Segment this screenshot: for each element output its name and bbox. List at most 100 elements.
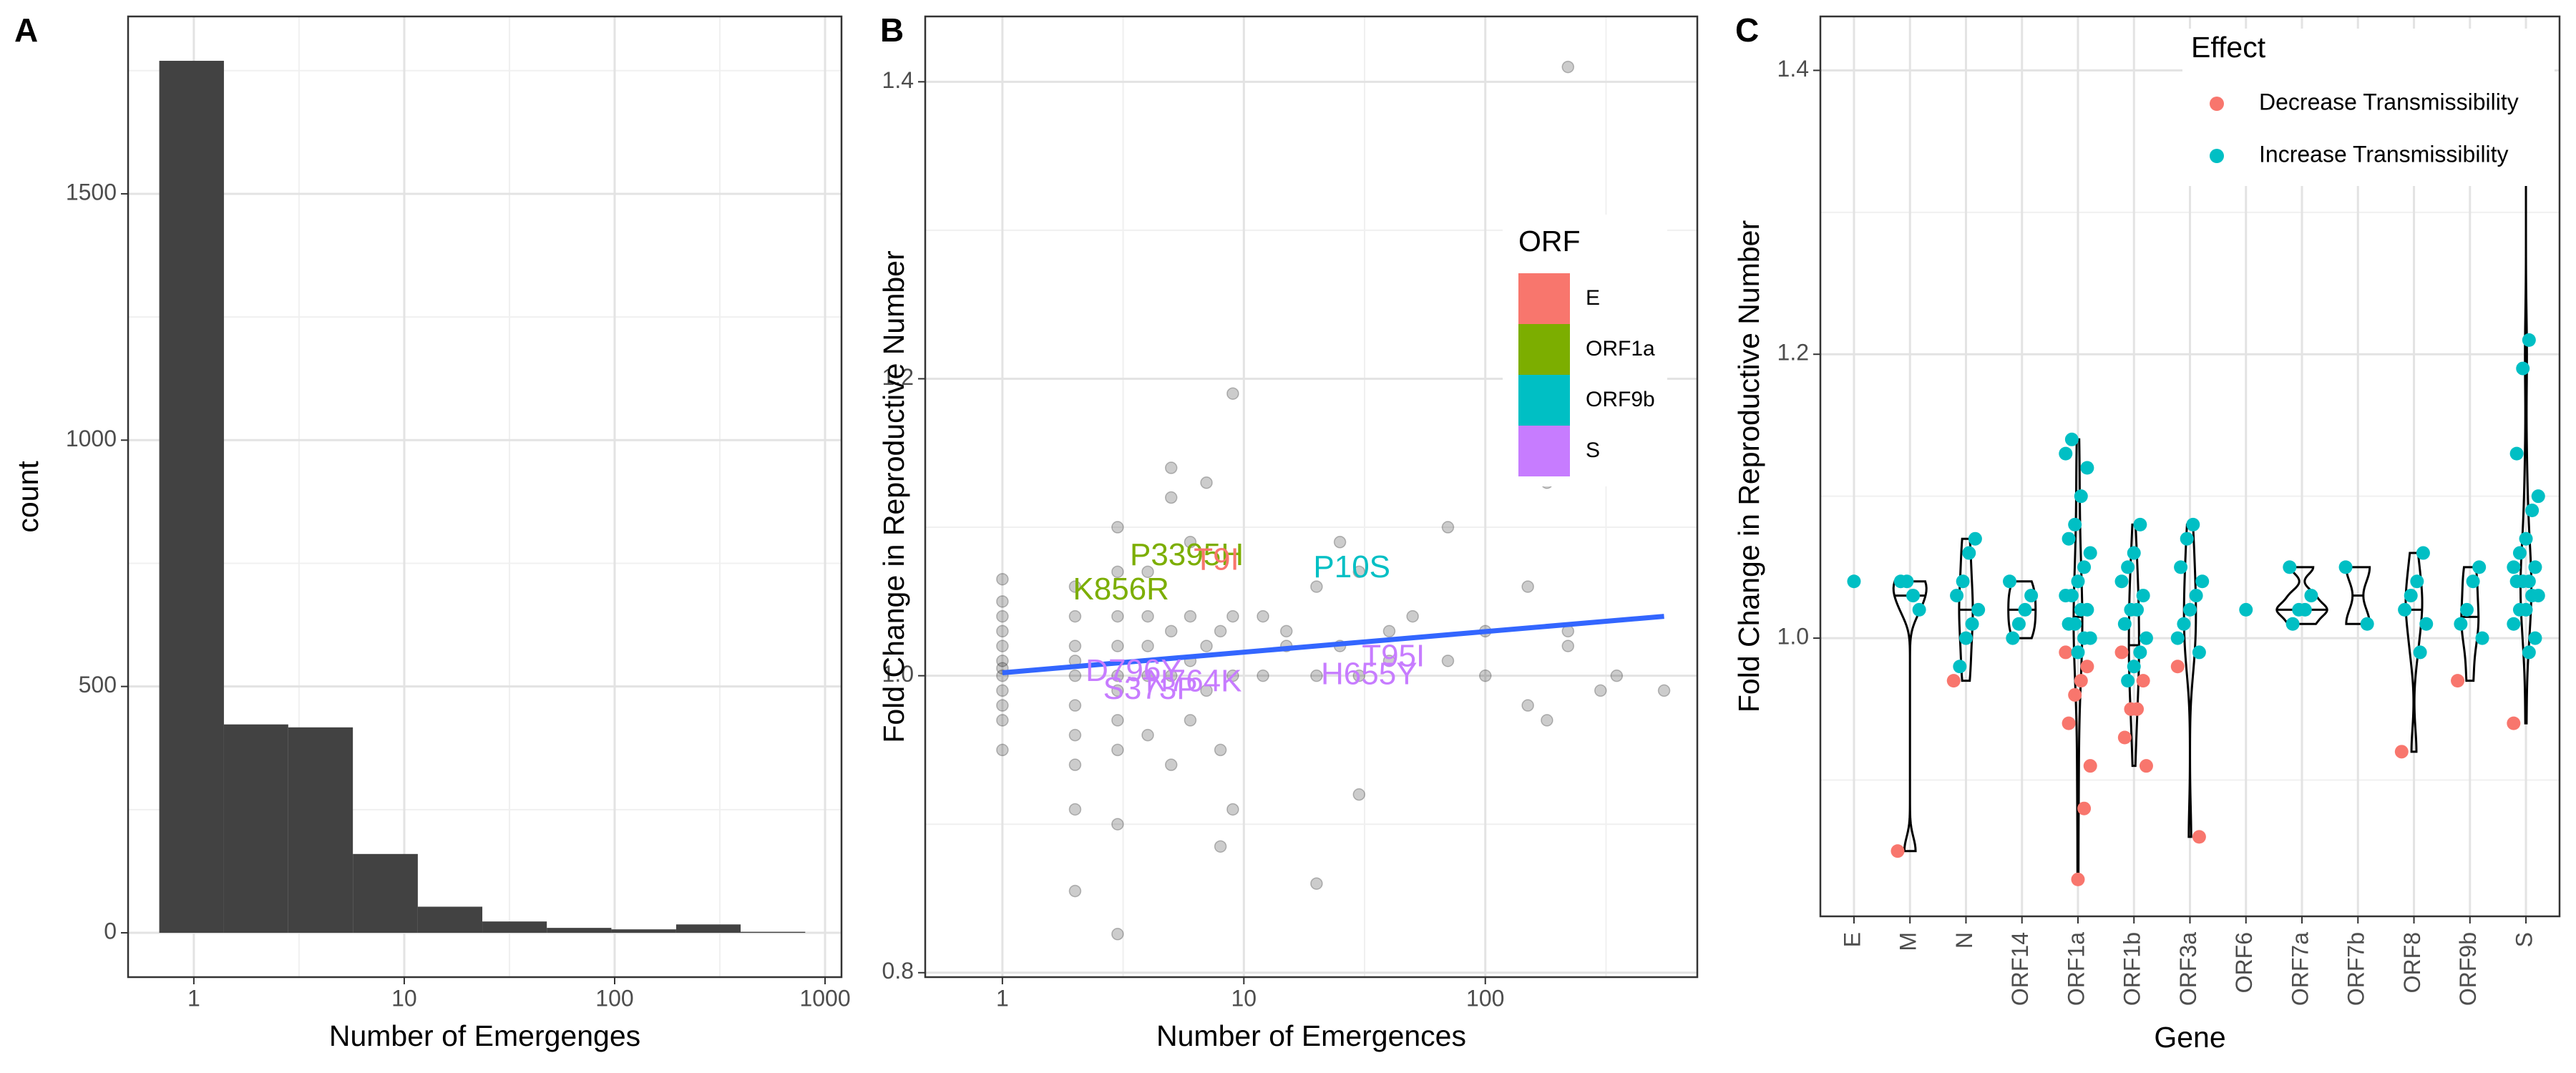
point bbox=[1310, 877, 1323, 890]
point bbox=[2459, 602, 2474, 617]
point bbox=[1111, 743, 1124, 757]
x-tick-label: ORF1a bbox=[2063, 932, 2089, 1006]
bar bbox=[675, 924, 741, 934]
point bbox=[1111, 521, 1124, 534]
point bbox=[1164, 624, 1178, 638]
point bbox=[996, 595, 1009, 608]
legend-title: Effect bbox=[2191, 31, 2266, 64]
legend-key bbox=[1518, 273, 1570, 324]
point bbox=[2080, 660, 2094, 674]
point bbox=[1561, 60, 1575, 74]
point bbox=[2466, 574, 2480, 589]
legend-key bbox=[1518, 426, 1570, 476]
point bbox=[996, 640, 1009, 652]
point bbox=[2059, 645, 2073, 660]
annotation: S373P bbox=[1103, 671, 1198, 706]
point bbox=[2074, 602, 2088, 617]
point bbox=[2071, 645, 2085, 660]
point bbox=[1184, 609, 1197, 623]
point bbox=[2192, 830, 2206, 844]
legend-label: Increase Transmissibility bbox=[2259, 141, 2509, 167]
y-axis-title: Fold Change in Reproductive Number bbox=[1732, 220, 1765, 712]
panel-label: C bbox=[1735, 11, 1759, 49]
point bbox=[1893, 574, 1908, 589]
legend-title: ORF bbox=[1518, 225, 1581, 258]
point bbox=[2360, 617, 2374, 631]
point bbox=[1200, 640, 1213, 652]
point bbox=[2059, 589, 2073, 603]
legend-key bbox=[1518, 324, 1570, 375]
point bbox=[2189, 589, 2203, 603]
annotation: T95I bbox=[1362, 638, 1425, 673]
x-tick-label: ORF1b bbox=[2119, 932, 2145, 1006]
point bbox=[2136, 674, 2150, 688]
point bbox=[2024, 589, 2039, 603]
point bbox=[1441, 521, 1455, 534]
y-tick-label: 1.0 bbox=[882, 661, 914, 687]
point bbox=[2516, 361, 2530, 376]
trend-line bbox=[1002, 614, 1664, 675]
point bbox=[2071, 872, 2085, 886]
point bbox=[2239, 602, 2253, 617]
point bbox=[1141, 640, 1154, 652]
point bbox=[2083, 546, 2097, 560]
point bbox=[2522, 645, 2536, 660]
point bbox=[1958, 631, 1973, 645]
point bbox=[1141, 609, 1154, 623]
y-tick-label: 1.0 bbox=[1777, 624, 1809, 650]
point bbox=[2475, 631, 2489, 645]
point bbox=[2133, 517, 2147, 531]
point bbox=[2195, 574, 2210, 589]
point bbox=[2454, 617, 2468, 631]
point bbox=[1068, 640, 1082, 652]
point bbox=[2509, 574, 2524, 589]
point bbox=[1965, 617, 1979, 631]
plot-border bbox=[1819, 15, 2561, 918]
point bbox=[2127, 546, 2141, 560]
legend-key bbox=[2210, 97, 2224, 111]
point bbox=[2183, 602, 2197, 617]
point bbox=[1382, 624, 1396, 638]
point bbox=[1406, 609, 1419, 623]
point bbox=[1141, 728, 1154, 742]
point bbox=[2285, 617, 2300, 631]
point bbox=[2068, 687, 2082, 702]
point bbox=[2077, 560, 2092, 574]
x-tick-label: N bbox=[1951, 932, 1977, 949]
point bbox=[2404, 589, 2418, 603]
y-tick-label: 1000 bbox=[66, 426, 117, 451]
bar bbox=[159, 60, 224, 934]
violin bbox=[2404, 552, 2424, 753]
legend-background bbox=[2182, 29, 2555, 186]
bar bbox=[417, 906, 483, 934]
point bbox=[1214, 624, 1227, 638]
point bbox=[1310, 580, 1323, 593]
point bbox=[1164, 461, 1178, 474]
point bbox=[1912, 602, 1926, 617]
bar bbox=[547, 928, 612, 934]
legend-label: ORF1a bbox=[1586, 337, 1655, 361]
point bbox=[2068, 517, 2082, 531]
point bbox=[1962, 546, 1976, 560]
point bbox=[2507, 716, 2521, 730]
point bbox=[1111, 669, 1124, 682]
point bbox=[1971, 602, 1986, 617]
point bbox=[1521, 580, 1534, 593]
point bbox=[1478, 669, 1492, 682]
x-tick-label: ORF6 bbox=[2231, 932, 2257, 993]
point bbox=[1111, 714, 1124, 727]
point bbox=[2006, 631, 2020, 645]
point bbox=[2018, 602, 2032, 617]
x-tick-label: ORF3a bbox=[2175, 932, 2201, 1006]
x-tick-label: 1000 bbox=[799, 985, 850, 1011]
x-tick-label: ORF8 bbox=[2399, 932, 2425, 993]
point bbox=[2304, 589, 2318, 603]
point bbox=[1226, 387, 1239, 400]
point bbox=[2472, 560, 2487, 574]
point bbox=[1068, 580, 1082, 593]
point bbox=[1657, 684, 1671, 697]
violin bbox=[2460, 566, 2480, 682]
x-tick-label: M bbox=[1896, 932, 1921, 951]
point bbox=[2338, 560, 2353, 574]
